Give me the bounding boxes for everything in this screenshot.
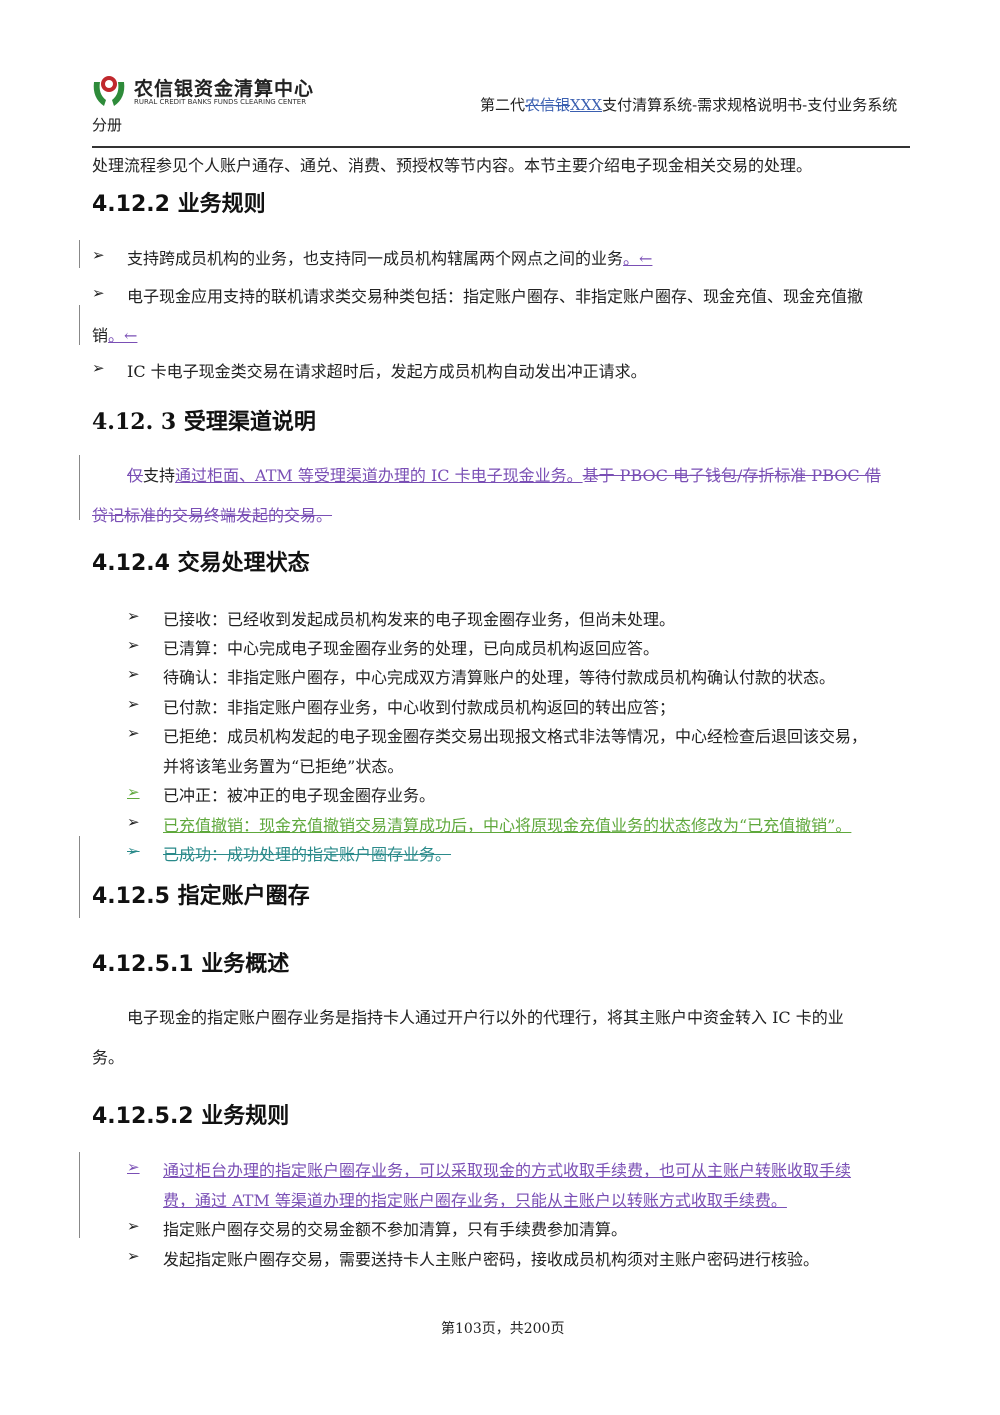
channel-paragraph-line: 贷记标准的交易终端发起的交易。 [92, 502, 332, 526]
logo-chinese-name: 农信银资金清算中心 [134, 78, 315, 100]
status-item: 已成功：成功处理的指定账户圈存业务。 [163, 845, 452, 864]
arrow-bullet-icon: ➢ [127, 842, 140, 860]
deleted-text: 贷记标准的交易终端发起的交易。 [92, 506, 333, 525]
arrow-bullet-icon: ➢ [127, 724, 140, 742]
rccc-logo-icon [93, 76, 125, 106]
change-bar [79, 305, 80, 345]
channel-paragraph-line: 仅支持通过柜面、ATM 等受理渠道办理的 IC 卡电子现金业务。基于 PBOC … [127, 462, 881, 486]
rule-item-inserted: 费，通过 ATM 等渠道办理的指定账户圈存业务，只能从主账户以转账方式收取手续费… [163, 1191, 787, 1210]
inserted-mark: 。← [623, 249, 653, 268]
title-prefix: 第二代 [480, 96, 526, 114]
status-item: 待确认：非指定账户圈存，中心完成双方清算账户的处理，等待付款成员机构确认付款的状… [163, 668, 836, 687]
status-item: 已冲正：被冲正的电子现金圈存业务。 [163, 786, 436, 805]
page-number: 第103页，共200页 [441, 1321, 565, 1337]
heading-4-12-5-2: 4.12.5.2 业务规则 [92, 1104, 290, 1129]
rule-item-line: 电子现金应用支持的联机请求类交易种类包括：指定账户圈存、非指定账户圈存、现金充值… [127, 287, 864, 306]
arrow-bullet-icon: ➢ [127, 1247, 140, 1265]
status-item: 已清算：中心完成电子现金圈存业务的处理，已向成员机构返回应答。 [163, 639, 660, 658]
deleted-text: 基于 PBOC 电子钱包/存折标准 PBOC 借 [582, 466, 881, 485]
arrow-bullet-icon: ➢ [127, 1158, 140, 1176]
change-bar [79, 240, 80, 268]
inserted-text: 通过柜面、ATM 等受理渠道办理的 IC 卡电子现金业务。 [175, 466, 583, 485]
arrow-bullet-icon: ➢ [92, 246, 105, 264]
header-subtitle: 分册 [92, 116, 123, 134]
rule-item: 支持跨成员机构的业务，也支持同一成员机构辖属两个网点之间的业务。← [127, 245, 652, 269]
arrow-bullet-icon: ➢ [127, 1217, 140, 1235]
rule-item-line: 销。← [92, 322, 137, 346]
rule-item: 发起指定账户圈存交易，需要送持卡人主账户密码，接收成员机构须对主账户密码进行核验… [163, 1250, 820, 1269]
overview-line: 务。 [92, 1048, 125, 1067]
title-inserted: XXX [570, 96, 603, 114]
arrow-bullet-icon: ➢ [92, 284, 105, 302]
status-item: 已付款：非指定账户圈存业务，中心收到付款成员机构返回的转出应答； [163, 698, 676, 717]
inserted-mark: 。← [108, 326, 138, 345]
heading-4-12-2: 4.12.2 业务规则 [92, 192, 266, 217]
header-rule [92, 146, 910, 148]
change-bar [79, 455, 80, 520]
status-item: 并将该笔业务置为“已拒绝”状态。 [163, 757, 404, 776]
arrow-bullet-icon: ➢ [127, 695, 140, 713]
heading-4-12-4: 4.12.4 交易处理状态 [92, 551, 310, 576]
heading-4-12-3: 4.12. 3 受理渠道说明 [92, 409, 316, 435]
arrow-bullet-icon: ➢ [127, 636, 140, 654]
arrow-bullet-icon: ➢ [92, 359, 105, 377]
rule-item: 指定账户圈存交易的交易金额不参加清算，只有手续费参加清算。 [163, 1220, 628, 1239]
change-bar [79, 1152, 80, 1238]
arrow-bullet-icon: ➢ [127, 607, 140, 625]
rule-item-inserted: 通过柜台办理的指定账户圈存业务，可以采取现金的方式收取手续费，也可从主账户转账收… [163, 1161, 852, 1180]
rule-item: IC 卡电子现金类交易在请求超时后，发起方成员机构自动发出冲正请求。 [127, 362, 647, 381]
heading-4-12-5: 4.12.5 指定账户圈存 [92, 884, 310, 909]
header-title: 第二代农信银XXX支付清算系统-需求规格说明书-支付业务系统 [480, 94, 897, 115]
change-bar [79, 838, 80, 918]
rule-text: 支持跨成员机构的业务，也支持同一成员机构辖属两个网点之间的业务 [127, 249, 624, 268]
heading-4-12-5-1: 4.12.5.1 业务概述 [92, 952, 290, 977]
title-suffix: 支付清算系统-需求规格说明书-支付业务系统 [602, 96, 898, 114]
arrow-bullet-icon: ➢ [127, 813, 140, 831]
logo-english-name: RURAL CREDIT BANKS FUNDS CLEARING CENTER [134, 98, 307, 106]
status-item: 已接收：已经收到发起成员机构发来的电子现金圈存业务，但尚未处理。 [163, 610, 676, 629]
deleted-text: 仅 [127, 466, 144, 485]
status-item: 已充值撤销：现金充值撤销交易清算成功后，中心将原现金充值业务的状态修改为“已充值… [163, 816, 852, 835]
status-item: 已拒绝：成员机构发起的电子现金圈存类交易出现报文格式非法等情况，中心经检查后退回… [163, 727, 868, 746]
title-deleted: 农信银 [525, 96, 571, 114]
arrow-bullet-icon: ➢ [127, 783, 140, 801]
rule-text: 销 [92, 326, 109, 345]
text: 支持 [143, 466, 176, 485]
intro-paragraph: 处理流程参见个人账户通存、通兑、消费、预授权等节内容。本节主要介绍电子现金相关交… [92, 156, 813, 175]
arrow-bullet-icon: ➢ [127, 665, 140, 683]
overview-line: 电子现金的指定账户圈存业务是指持卡人通过开户行以外的代理行，将其主账户中资金转入… [127, 1008, 844, 1027]
